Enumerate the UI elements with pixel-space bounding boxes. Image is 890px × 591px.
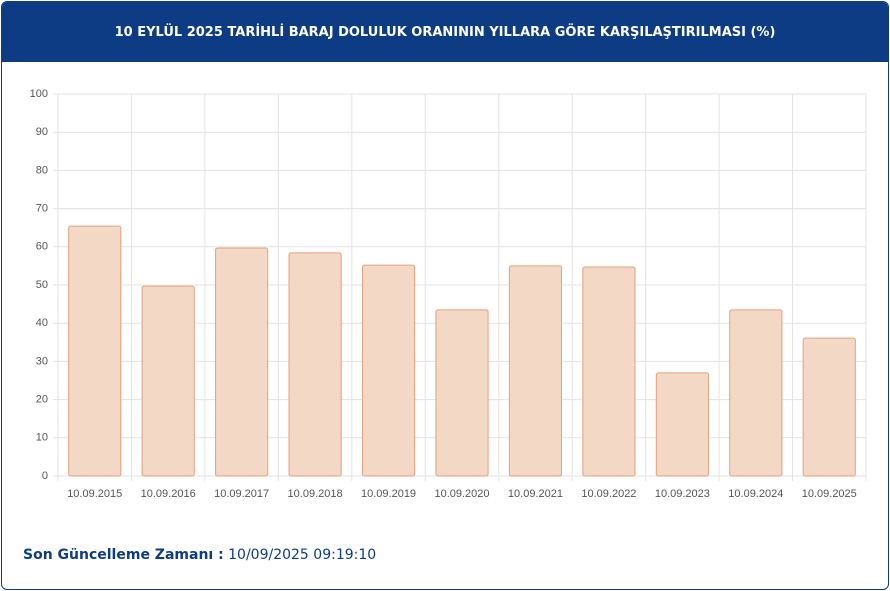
y-tick-label: 80: [36, 164, 48, 176]
bar: [508, 265, 563, 477]
y-tick-label: 90: [36, 126, 48, 138]
bar: [802, 337, 856, 477]
bar: [288, 252, 342, 477]
footer-value: 10/09/2025 09:19:10: [228, 547, 377, 563]
chart: 0 10 20 30 40 50 60 70 80 90 100 10.09.2015 10.09.20…: [30, 88, 867, 500]
y-tick-label: 60: [36, 241, 48, 253]
bar: [729, 309, 783, 477]
x-tick-label: 10.09.2018: [288, 488, 343, 500]
bar: [582, 266, 636, 477]
x-tick-label: 10.09.2023: [655, 488, 710, 500]
y-tick-label: 30: [36, 355, 48, 367]
y-tick-label: 70: [36, 203, 48, 215]
y-tick-label: 100: [30, 88, 48, 100]
footer: Son Güncelleme Zamanı : 10/09/2025 09:19…: [23, 547, 376, 563]
bar: [361, 264, 416, 477]
x-tick-label: 10.09.2021: [508, 488, 563, 500]
y-tick-label: 40: [36, 317, 48, 329]
bar: [215, 247, 269, 477]
x-tick-label: 10.09.2017: [214, 488, 269, 500]
bar: [141, 285, 195, 477]
x-tick-label: 10.09.2016: [141, 488, 196, 500]
footer-label: Son Güncelleme Zamanı :: [23, 547, 224, 563]
chart-title: 10 EYLÜL 2025 TARİHLİ BARAJ DOLULUK ORAN…: [2, 2, 888, 62]
bar: [435, 309, 489, 477]
y-tick-label: 0: [42, 470, 48, 482]
x-tick-label: 10.09.2022: [581, 488, 636, 500]
y-tick-label: 10: [36, 432, 48, 444]
bar: [68, 225, 122, 477]
y-tick-label: 20: [36, 394, 48, 406]
x-tick-label: 10.09.2020: [434, 488, 489, 500]
x-tick-label: 10.09.2024: [728, 488, 783, 500]
x-tick-label: 10.09.2015: [67, 488, 122, 500]
bar: [655, 372, 709, 477]
x-tick-label: 10.09.2019: [361, 488, 416, 500]
x-tick-label: 10.09.2025: [802, 488, 857, 500]
y-tick-label: 50: [36, 279, 48, 291]
